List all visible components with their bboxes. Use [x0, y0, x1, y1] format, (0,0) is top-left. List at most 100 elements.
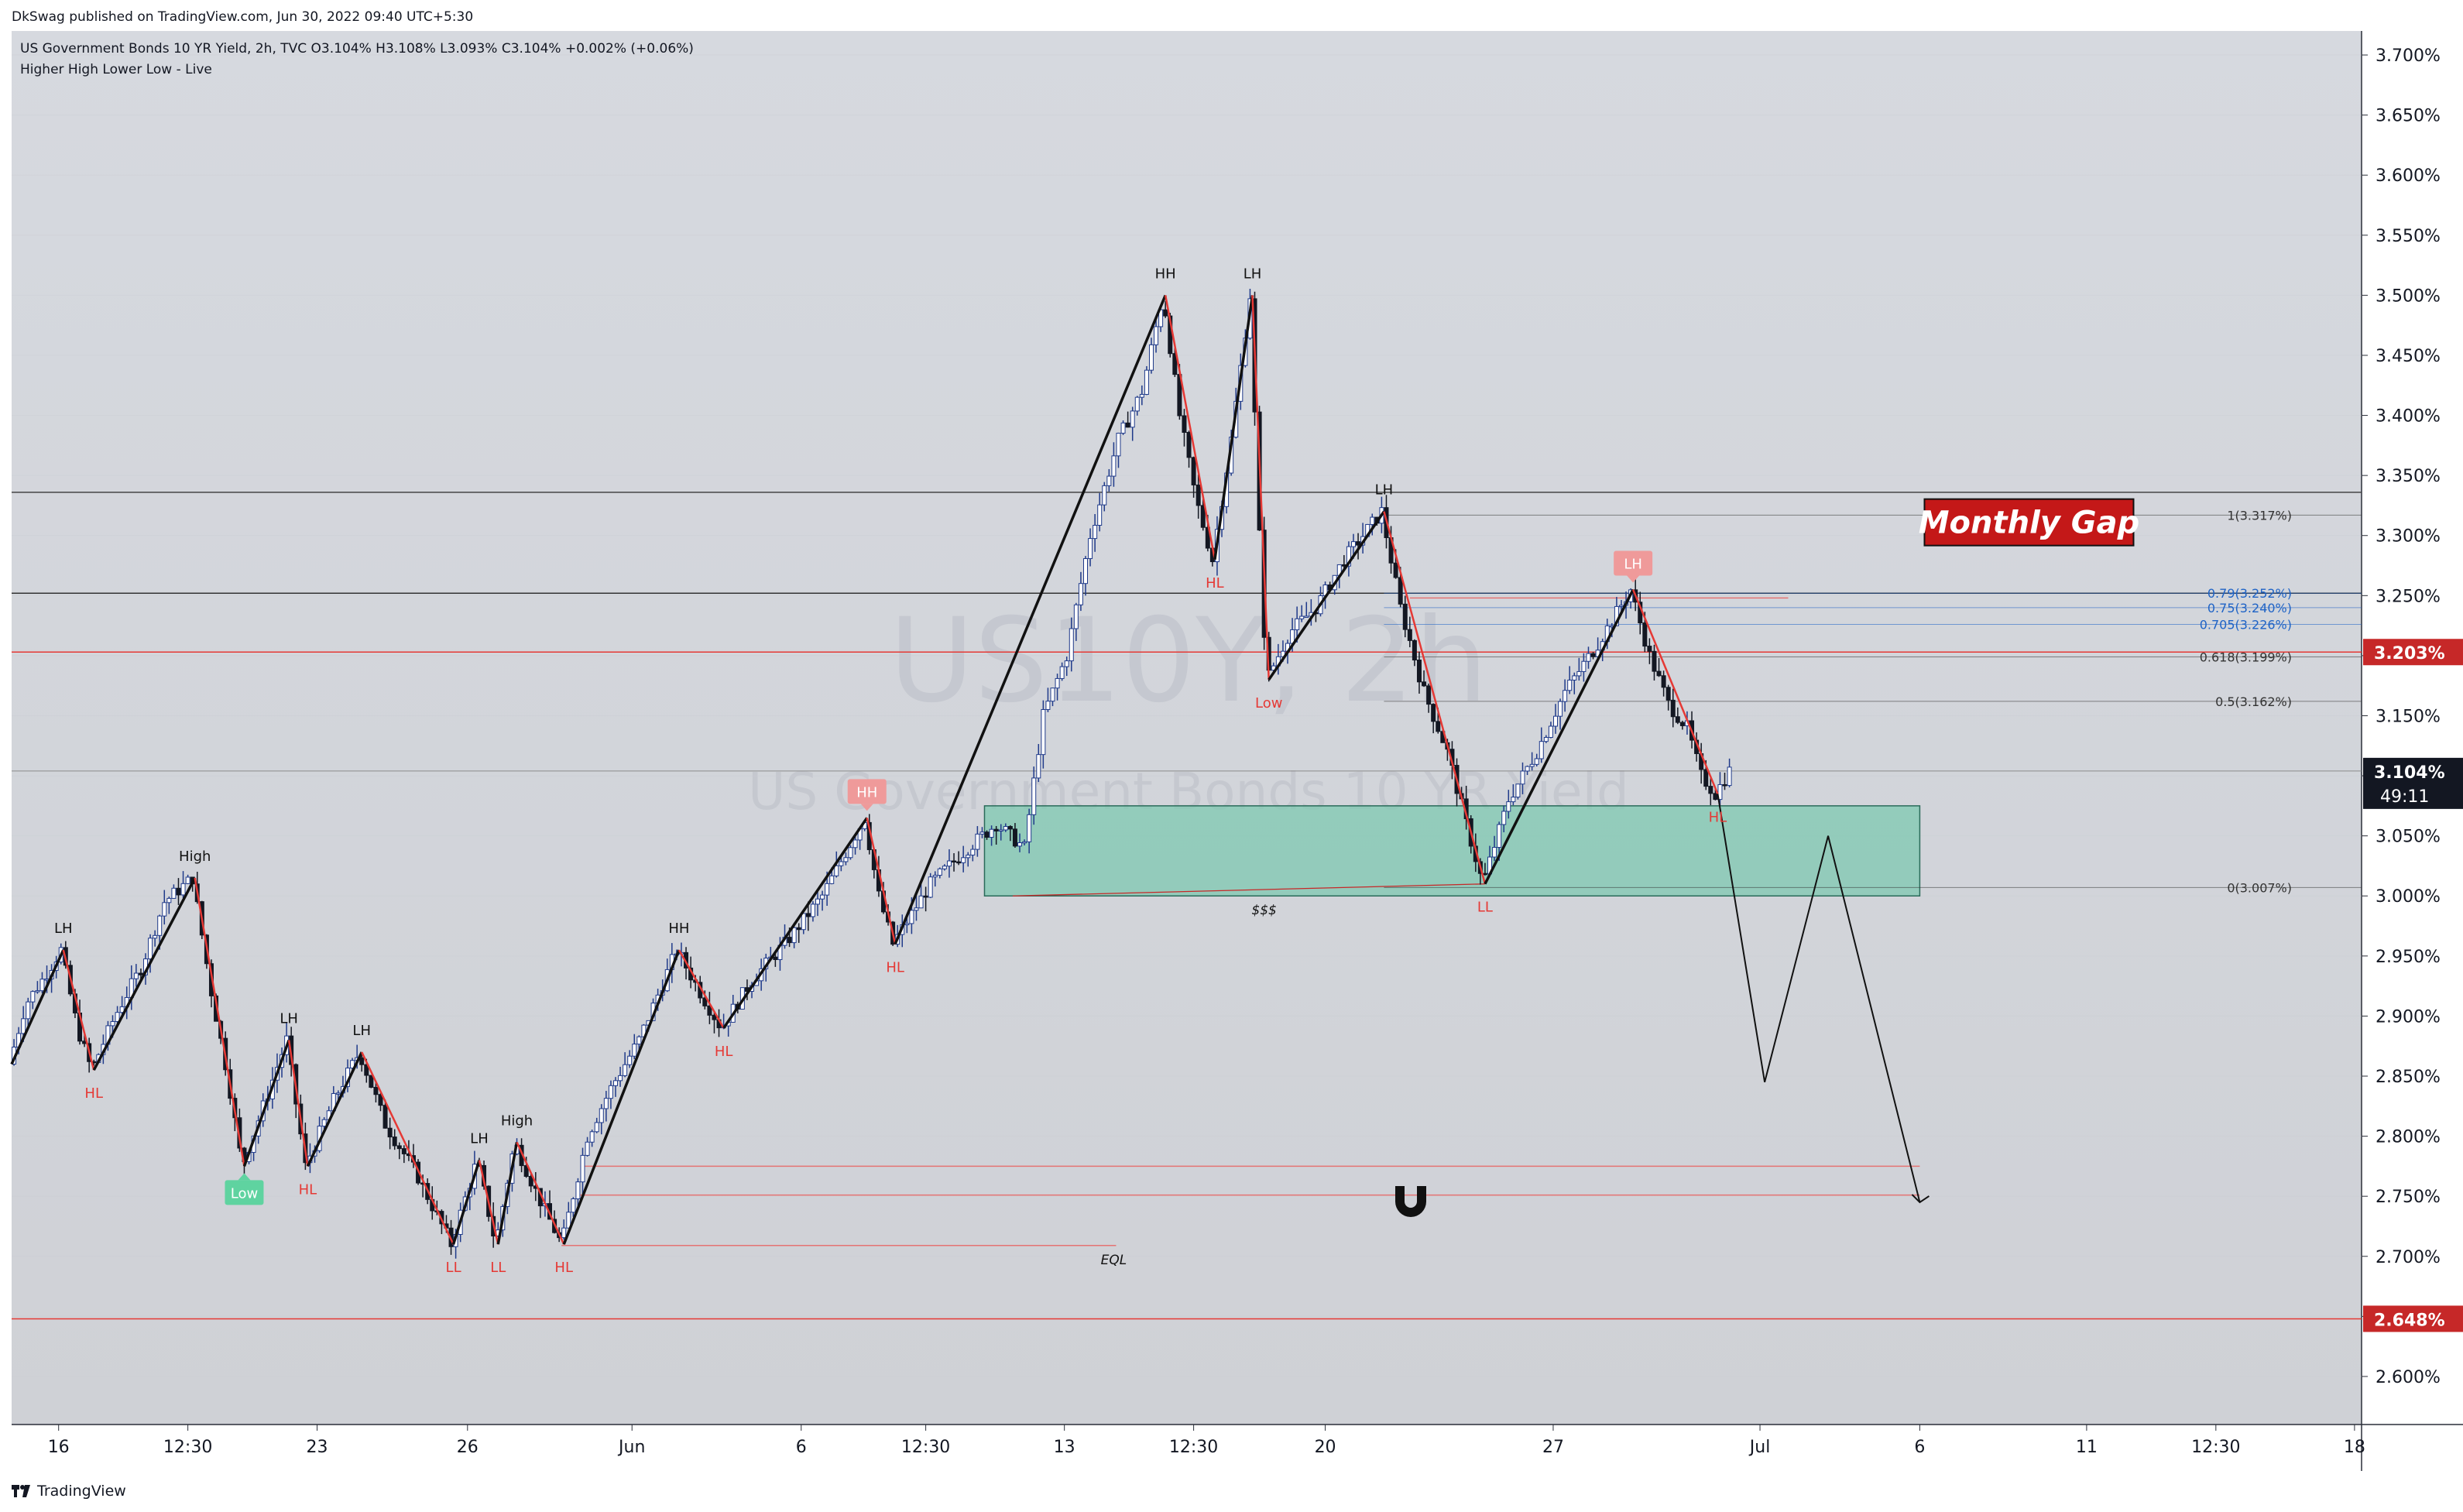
candle-body	[599, 1108, 604, 1123]
candle-body	[839, 861, 844, 866]
price-tick-label: 3.300%	[2376, 527, 2441, 547]
candle-body	[1482, 873, 1487, 876]
candle-body	[1017, 842, 1023, 847]
swing-label: HL	[1206, 575, 1224, 591]
time-tick-label: 26	[457, 1438, 479, 1457]
swing-label: HH	[1155, 266, 1176, 282]
swing-label: LH	[470, 1131, 489, 1147]
candle-body	[623, 1064, 628, 1076]
time-tick-label: 13	[1054, 1438, 1075, 1457]
zigzag-segment	[1484, 588, 1635, 885]
equal-lows-line	[1012, 883, 1485, 897]
time-axis[interactable]	[12, 1425, 2362, 1471]
candle-body	[110, 1020, 115, 1027]
candle-body	[1148, 344, 1154, 371]
candle-body	[1163, 309, 1168, 317]
swing-label: HH	[668, 921, 689, 937]
candle-body	[1642, 622, 1648, 647]
zigzag-segment	[361, 1051, 455, 1245]
candle-body	[1727, 766, 1732, 787]
candle-body	[30, 991, 36, 1003]
monthly-gap-label: Monthly Gap	[1919, 506, 2140, 541]
candle-body	[369, 1075, 374, 1088]
candle-body	[561, 1227, 567, 1239]
candle-body	[1393, 562, 1398, 578]
candle-body	[956, 861, 962, 864]
swing-label: LH	[54, 921, 73, 937]
magnet-icon	[1395, 1186, 1426, 1217]
candle-body	[1139, 393, 1144, 398]
candle-body	[928, 876, 933, 898]
candle-body	[1186, 431, 1192, 458]
zigzag-segment	[1164, 295, 1216, 560]
price-level-badge	[2363, 1305, 2463, 1332]
demand-zone	[983, 805, 1921, 897]
candle-body	[1552, 715, 1558, 727]
price-tick-label: 3.050%	[2376, 828, 2441, 847]
candle-body	[1431, 704, 1436, 722]
candle-body	[1350, 541, 1356, 547]
candle-body	[1722, 783, 1727, 787]
swing-label: HL	[84, 1085, 103, 1102]
candle-body	[998, 829, 1003, 831]
swing-badge-label: LH	[1624, 557, 1642, 573]
candle-body	[989, 828, 994, 838]
swing-badges: HH LH Low	[225, 550, 1653, 1205]
zigzag-segment	[92, 877, 197, 1071]
swing-label: LL	[446, 1260, 461, 1276]
candle-body	[1172, 353, 1178, 375]
candle-body	[1304, 615, 1309, 618]
candle-body	[1069, 628, 1074, 662]
candle-body	[1195, 484, 1201, 506]
candle-body	[166, 897, 172, 903]
candle-body	[608, 1085, 613, 1099]
demand-zone-layer	[983, 805, 1921, 897]
candle-body	[1064, 660, 1069, 667]
time-tick-label: 18	[2344, 1438, 2365, 1457]
swing-label: LH	[1375, 482, 1394, 499]
zigzag-segment	[242, 1039, 290, 1167]
price-tick-label: 2.600%	[2376, 1368, 2441, 1387]
candle-body	[825, 883, 830, 896]
plot-area[interactable]	[12, 31, 2362, 1425]
candle-body	[1652, 650, 1657, 672]
swing-label: Low	[1255, 695, 1282, 711]
time-tick-label: 16	[48, 1438, 70, 1457]
candle-body	[1346, 546, 1351, 567]
candle-body	[966, 854, 971, 859]
price-axis[interactable]	[2362, 31, 2463, 1425]
candle-body	[1422, 681, 1427, 687]
time-tick-label: 6	[796, 1438, 807, 1457]
fib-level-label: 0.618(3.199%)	[2200, 650, 2292, 664]
swing-label: HL	[715, 1044, 733, 1060]
candle-body	[119, 1006, 125, 1013]
swing-label: LH	[280, 1010, 298, 1027]
zigzag-segment	[1268, 510, 1385, 681]
time-tick-label: 12:30	[163, 1438, 212, 1457]
swing-label: HL	[886, 959, 904, 975]
candle-body	[359, 1057, 365, 1065]
candle-body	[1299, 615, 1305, 619]
candle-body	[1665, 687, 1671, 701]
candle-body	[39, 979, 45, 992]
zigzag-segment	[451, 1160, 481, 1245]
candle-body	[528, 1176, 533, 1187]
time-tick-label: Jul	[1748, 1438, 1771, 1457]
candle-body	[1717, 783, 1723, 801]
candle-body	[185, 876, 190, 884]
price-tick-label: 2.700%	[2376, 1248, 2441, 1267]
candle-body	[636, 1036, 642, 1045]
candle-body	[378, 1094, 383, 1106]
price-tick-label: 2.950%	[2376, 948, 2441, 967]
candle-body	[321, 1119, 327, 1127]
swing-badge	[1614, 550, 1653, 576]
candle-body	[632, 1044, 637, 1057]
candle-body	[1586, 653, 1591, 662]
candle-body	[1130, 410, 1135, 428]
candle-body	[1007, 826, 1013, 830]
candle-body	[1093, 524, 1098, 540]
candle-body	[364, 1064, 369, 1076]
candle-body	[153, 934, 158, 939]
